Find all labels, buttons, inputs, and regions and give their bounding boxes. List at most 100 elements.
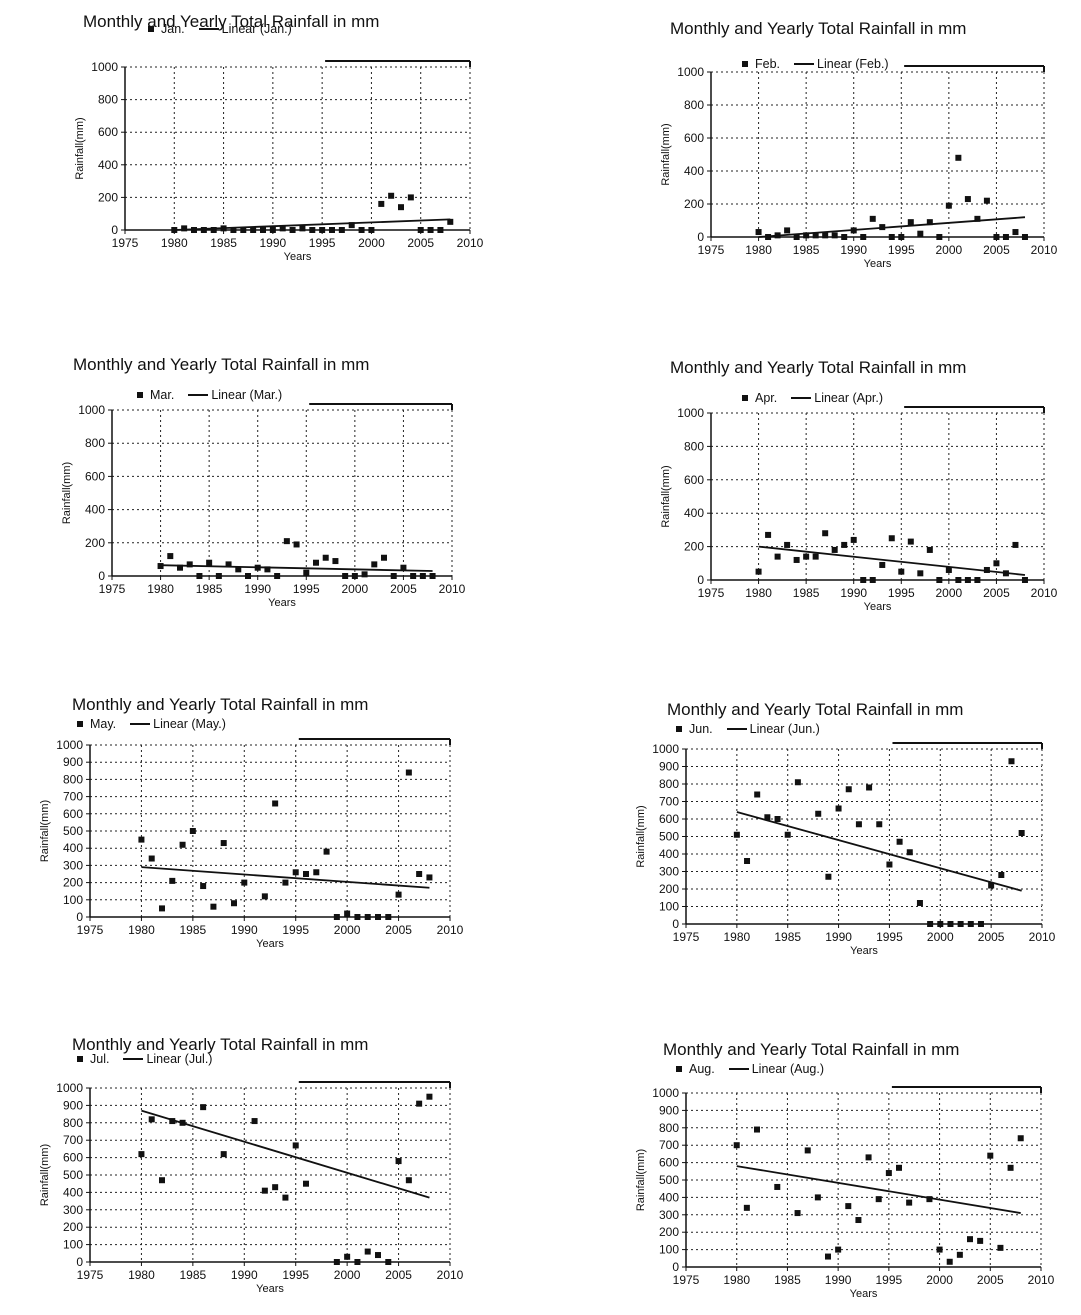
y-tick-label: 800 <box>63 1116 83 1130</box>
data-point <box>774 1183 781 1190</box>
x-tick-label: 2005 <box>407 236 434 250</box>
data-point <box>755 229 762 236</box>
data-point <box>896 1164 902 1171</box>
data-point <box>235 566 242 573</box>
data-point <box>303 1180 309 1187</box>
data-point <box>977 921 984 927</box>
data-point <box>955 154 962 161</box>
data-point <box>794 779 801 786</box>
data-point <box>447 218 454 225</box>
data-point <box>825 1253 831 1260</box>
y-tick-label: 700 <box>63 790 83 804</box>
data-point <box>879 224 886 231</box>
data-point <box>388 192 395 199</box>
legend-line-icon <box>728 1068 749 1070</box>
data-point <box>765 531 772 538</box>
y-tick-label: 200 <box>63 876 83 890</box>
data-point <box>220 1151 227 1158</box>
data-point <box>888 234 895 240</box>
y-axis-label: Rainfall(mm) <box>635 1149 647 1211</box>
data-point <box>269 227 276 233</box>
chart-title: Monthly and Yearly Total Rainfall in mm <box>670 358 967 377</box>
y-tick-label: 600 <box>659 812 679 826</box>
data-point <box>822 530 829 537</box>
legend-marker-icon <box>676 1066 682 1072</box>
data-point <box>272 1184 279 1191</box>
data-point <box>983 197 990 204</box>
data-point <box>375 1252 381 1259</box>
data-point <box>177 564 183 571</box>
y-tick-label: 100 <box>63 1238 83 1252</box>
data-point <box>231 900 237 907</box>
data-point <box>774 553 781 560</box>
data-point <box>869 215 876 222</box>
data-point <box>215 573 222 579</box>
legend-entry: Linear (Jan.) <box>221 22 292 36</box>
x-tick-label: 2000 <box>358 236 385 250</box>
x-tick-label: 2000 <box>926 1273 953 1287</box>
data-point <box>416 1100 423 1107</box>
data-point <box>303 569 310 576</box>
data-point <box>260 227 266 233</box>
data-point <box>385 914 392 920</box>
data-point <box>368 227 375 233</box>
data-point <box>879 561 886 568</box>
data-point <box>907 219 914 226</box>
data-point <box>416 871 423 877</box>
data-point <box>283 538 290 545</box>
x-tick-label: 2000 <box>936 586 963 600</box>
y-axis-label: Rainfall(mm) <box>660 123 672 185</box>
x-tick-label: 2010 <box>457 236 484 250</box>
x-tick-label: 1990 <box>840 243 867 257</box>
data-point <box>744 858 751 864</box>
x-tick-label: 1985 <box>210 236 237 250</box>
y-tick-label: 600 <box>63 1151 83 1165</box>
x-tick-label: 2010 <box>1029 930 1056 944</box>
x-axis-label: Years <box>284 251 312 263</box>
data-point <box>309 227 316 233</box>
chart-legend: Feb. Linear (Feb.) <box>742 57 889 71</box>
data-point <box>171 227 178 233</box>
y-tick-label: 900 <box>63 1098 83 1112</box>
y-tick-label: 900 <box>63 755 83 769</box>
data-point <box>814 1194 821 1201</box>
x-tick-label: 1995 <box>293 582 320 596</box>
data-point <box>955 577 962 583</box>
x-tick-label: 2005 <box>983 586 1010 600</box>
data-point <box>138 836 145 843</box>
data-point <box>774 816 781 822</box>
chart-legend: Jan. Linear (Jan.) <box>148 22 292 36</box>
chart-legend: Aug. Linear (Aug.) <box>676 1062 824 1076</box>
data-point <box>371 561 378 568</box>
y-tick-label: 100 <box>659 1243 679 1257</box>
data-point <box>825 873 832 880</box>
data-point <box>206 559 213 566</box>
data-point <box>974 215 981 222</box>
data-point <box>191 227 197 233</box>
data-point <box>831 546 838 553</box>
data-point <box>169 1118 176 1125</box>
data-point <box>405 769 412 776</box>
y-tick-label: 600 <box>63 807 83 821</box>
data-point <box>733 1142 740 1149</box>
y-tick-label: 400 <box>63 1185 83 1199</box>
data-point <box>850 536 857 543</box>
x-tick-label: 2000 <box>936 243 963 257</box>
y-axis-label: Rainfall(mm) <box>39 800 51 862</box>
data-point <box>332 558 339 565</box>
y-tick-label: 0 <box>98 569 105 583</box>
y-tick-label: 800 <box>684 439 704 453</box>
y-tick-label: 700 <box>659 1138 679 1152</box>
legend-entry: Mar. <box>150 388 175 402</box>
data-point <box>957 921 964 927</box>
data-point <box>916 900 923 906</box>
y-axis-label: Rainfall(mm) <box>660 465 672 527</box>
x-tick-label: 1990 <box>840 586 867 600</box>
data-point <box>210 903 217 910</box>
chart-title: Monthly and Yearly Total Rainfall in mm <box>663 1040 960 1059</box>
legend-entry: Feb. <box>755 57 781 71</box>
data-point <box>381 554 387 561</box>
x-tick-label: 1990 <box>231 1268 258 1282</box>
data-point <box>754 1126 760 1133</box>
